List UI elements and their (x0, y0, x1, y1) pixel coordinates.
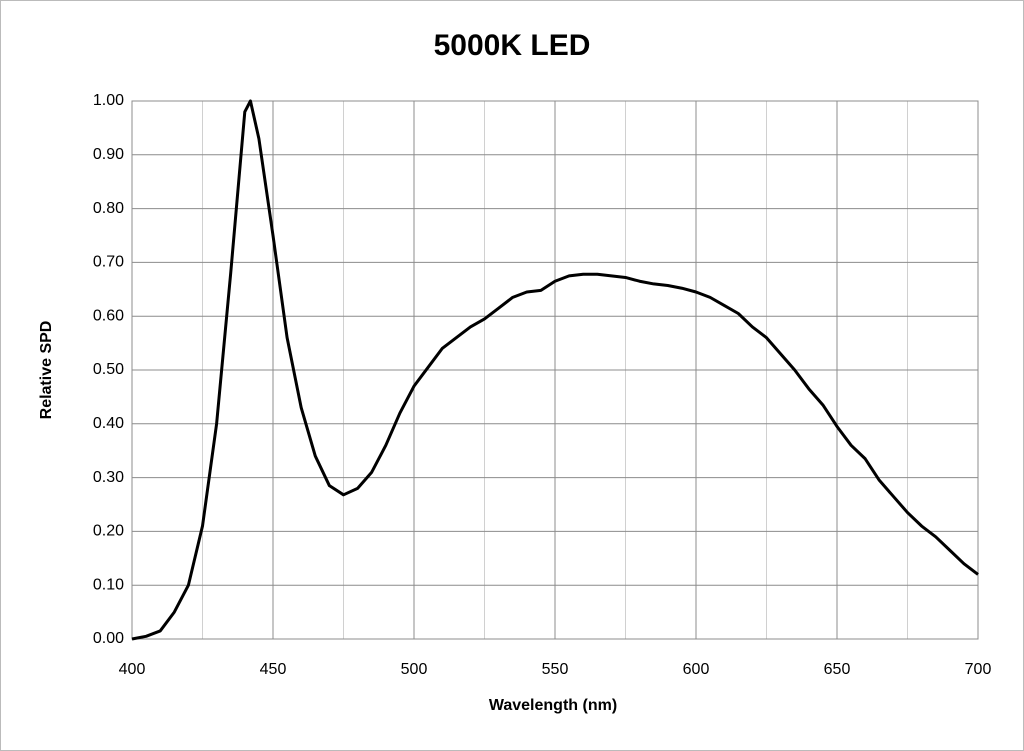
x-tick-label: 450 (260, 661, 287, 678)
y-tick-label: 0.80 (93, 200, 124, 217)
y-tick-label: 0.60 (93, 307, 124, 324)
y-tick-label: 0.50 (93, 361, 124, 378)
y-tick-label: 0.30 (93, 469, 124, 486)
y-tick-label: 0.10 (93, 576, 124, 593)
y-axis-title: Relative SPD (38, 321, 55, 420)
y-tick-label: 0.20 (93, 523, 124, 540)
y-tick-label: 0.90 (93, 146, 124, 163)
plot-frame (131, 100, 979, 640)
x-axis-title: Wavelength (nm) (489, 697, 617, 714)
spectrum-line (131, 99, 979, 641)
x-tick-label: 700 (965, 661, 992, 678)
y-tick-label: 1.00 (93, 92, 124, 109)
y-tick-label: 0.70 (93, 254, 124, 271)
x-tick-label: 400 (119, 661, 146, 678)
x-tick-label: 600 (683, 661, 710, 678)
chart-title: 5000K LED (434, 29, 591, 62)
y-tick-label: 0.40 (93, 415, 124, 432)
x-tick-label: 650 (824, 661, 851, 678)
y-tick-label: 0.00 (93, 630, 124, 647)
x-tick-label: 550 (542, 661, 569, 678)
x-tick-label: 500 (401, 661, 428, 678)
